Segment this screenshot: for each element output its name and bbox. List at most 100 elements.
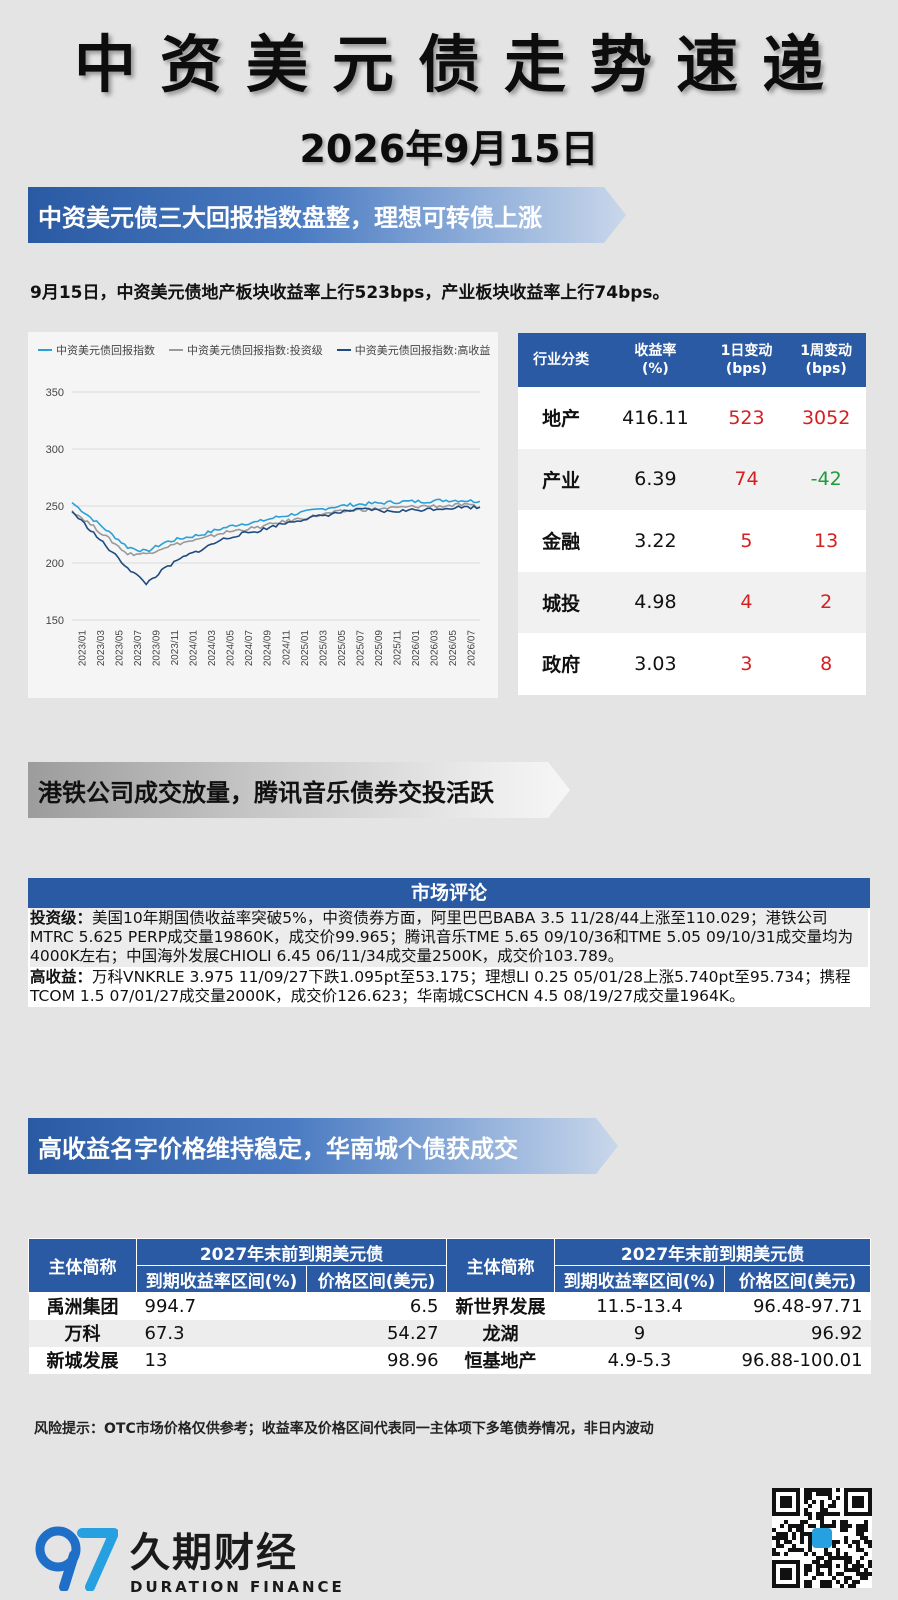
x-tick-label: 2023/01 (77, 630, 88, 667)
x-tick-label: 2025/11 (393, 630, 404, 666)
section2-banner: 港铁公司成交放量，腾讯音乐债券交投活跃 (28, 762, 570, 818)
report-date: 2026年9月15日 (299, 127, 599, 171)
legend-label: 中资美元债回报指数:高收益 (354, 344, 491, 357)
comment-investment-grade: 投资级：美国10年期国债收益率突破5%，中资债券方面，阿里巴巴BABA 3.5 … (30, 908, 868, 967)
sector-cell-name: 地产 (518, 387, 605, 449)
sector-cell-w1: 3052 (786, 387, 866, 449)
sector-row: 金融 3.22 5 13 (518, 510, 866, 572)
bond-cell-issuer-left: 禹洲集团 (28, 1292, 137, 1320)
x-tick-label: 2023/11 (170, 630, 181, 666)
bond-cell-issuer-left: 万科 (28, 1319, 137, 1347)
sector-header-name: 行业分类 (518, 333, 605, 387)
sector-cell-d1: 74 (706, 448, 787, 510)
risk-disclaimer: 风险提示：OTC市场价格仅供参考；收益率及价格区间代表同一主体项下多笔债券情况，… (34, 1421, 654, 1437)
sector-cell-w1: 2 (786, 571, 866, 633)
return-index-chart: 中资美元债回报指数 中资美元债回报指数:投资级 中资美元债回报指数:高收益 350 3… (28, 332, 498, 698)
bond-cell-price-left: 6.5 (306, 1292, 447, 1320)
legend-swatch (336, 349, 351, 351)
ig-label: 投资级： (30, 909, 93, 927)
legend-label: 中资美元债回报指数 (56, 344, 155, 357)
bond-cell-yield-left: 67.3 (136, 1319, 307, 1347)
bond-cell-issuer-right: 新世界发展 (446, 1292, 555, 1320)
sector-cell-yield: 416.11 (604, 387, 707, 449)
bond-cell-issuer-right: 恒基地产 (446, 1346, 555, 1374)
page-title: 中资美元债走势速递 (73, 28, 848, 101)
y-tick-label: 250 (46, 501, 64, 513)
bond-row: 万科 67.3 54.27 龙湖 9 96.92 (28, 1319, 871, 1347)
legend-swatch (169, 349, 183, 351)
x-tick-label: 2025/09 (374, 630, 385, 667)
sector-cell-d1: 3 (706, 633, 787, 695)
x-tick-label: 2024/05 (226, 630, 237, 667)
group-header-right: 2027年末前到期美元债 (554, 1238, 872, 1266)
duration-finance-logo-icon (35, 1526, 118, 1591)
x-tick-label: 2024/07 (244, 630, 255, 667)
bond-cell-price-left: 98.96 (306, 1346, 447, 1374)
y-tick-label: 350 (46, 387, 64, 399)
legend-label: 中资美元债回报指数:投资级 (187, 344, 323, 357)
sector-row: 产业 6.39 74 -42 (518, 448, 866, 510)
sector-header-yield: 收益率 (%) (604, 333, 707, 387)
x-tick-label: 2026/01 (411, 630, 422, 667)
x-tick-label: 2025/01 (300, 630, 311, 667)
bond-cell-price-right: 96.48-97.71 (724, 1292, 871, 1320)
series-line (71, 504, 481, 586)
legend-item: 中资美元债回报指数 (38, 342, 155, 358)
sector-cell-d1: 523 (706, 387, 787, 449)
bond-cell-yield-left: 994.7 (136, 1292, 307, 1320)
x-tick-label: 2023/09 (151, 630, 162, 667)
chart-svg: 350 300 250 200 150 2023/01 2023/03 2023/05 2023… (46, 387, 481, 667)
group-header-left: 2027年末前到期美元债 (135, 1238, 448, 1266)
bond-cell-issuer-right: 龙湖 (446, 1319, 555, 1347)
sector-cell-d1: 5 (706, 510, 787, 572)
x-tick-label: 2024/09 (263, 630, 274, 667)
chart-legend: 中资美元债回报指数 中资美元债回报指数:投资级 中资美元债回报指数:高收益 (38, 342, 490, 358)
qr-code-icon (772, 1488, 872, 1588)
x-tick-label: 2023/05 (114, 630, 125, 667)
comment-high-yield: 高收益：万科VNKRLE 3.975 11/09/27下跌1.095pt至53.… (30, 967, 868, 1007)
legend-item: 中资美元债回报指数:投资级 (169, 342, 323, 358)
yield-header-left: 到期收益率区间(%) (136, 1265, 307, 1293)
ig-text: 美国10年期国债收益率突破5%，中资债券方面，阿里巴巴BABA 3.5 11/2… (30, 909, 854, 965)
sector-cell-w1: 13 (786, 510, 866, 572)
x-tick-label: 2024/11 (281, 630, 292, 666)
section1-banner-text: 中资美元债三大回报指数盘整，理想可转债上涨 (38, 203, 542, 232)
bond-row: 禹洲集团 994.7 6.5 新世界发展 11.5-13.4 96.48-97.71 (28, 1292, 871, 1320)
hy-text: 万科VNKRLE 3.975 11/09/27下跌1.095pt至53.175；… (30, 968, 851, 1005)
sector-cell-name: 金融 (518, 510, 605, 572)
section3-banner: 高收益名字价格维持稳定，华南城个债获成交 (28, 1118, 618, 1174)
x-tick-label: 2025/05 (337, 630, 348, 667)
legend-item: 中资美元债回报指数:高收益 (336, 342, 491, 358)
x-tick-label: 2023/03 (96, 630, 107, 667)
x-tick-label: 2023/07 (133, 630, 144, 667)
sector-header-1w: 1周变动 (bps) (786, 333, 866, 387)
bond-cell-yield-right: 11.5-13.4 (554, 1292, 725, 1320)
sector-cell-yield: 3.03 (604, 633, 707, 695)
yield-header-right: 到期收益率区间(%) (554, 1265, 726, 1293)
sector-yield-table: 行业分类 收益率 (%) 1日变动 (bps) 1周变动 (bps) 地产 416.11… (518, 333, 866, 695)
x-tick-label: 2025/07 (355, 630, 366, 667)
hy-label: 高收益： (30, 968, 93, 986)
price-header-right: 价格区间(美元) (724, 1265, 872, 1293)
y-tick-label: 200 (46, 558, 64, 570)
sector-cell-yield: 3.22 (604, 510, 707, 572)
sector-cell-yield: 4.98 (604, 571, 707, 633)
sector-cell-yield: 6.39 (604, 448, 707, 510)
sector-header-1d: 1日变动 (bps) (706, 333, 787, 387)
bond-cell-yield-left: 13 (136, 1346, 307, 1374)
issuer-header-left: 主体简称 (28, 1238, 137, 1293)
bond-price-table: 主体简称 2027年末前到期美元债 主体简称 2027年末前到期美元债 到期收益… (28, 1238, 872, 1374)
brand-logo: 久期财经 DURATION FINANCE (34, 1520, 345, 1596)
sector-row: 地产 416.11 523 3052 (518, 387, 866, 449)
market-comment: 市场评论 投资级：美国10年期国债收益率突破5%，中资债券方面，阿里巴巴BABA… (28, 878, 870, 1007)
y-tick-label: 150 (46, 615, 64, 627)
logo-chinese-name: 久期财经 (130, 1530, 298, 1576)
sector-cell-name: 产业 (518, 448, 605, 510)
series-line (71, 502, 481, 557)
sector-cell-name: 政府 (518, 633, 605, 695)
x-tick-label: 2026/07 (467, 630, 478, 667)
price-header-left: 价格区间(美元) (305, 1265, 448, 1293)
section1-summary: 9月15日，中资美元债地产板块收益率上行523bps，产业板块收益率上行74bp… (30, 283, 670, 303)
x-tick-label: 2026/05 (448, 630, 459, 667)
x-tick-label: 2024/03 (207, 630, 218, 667)
